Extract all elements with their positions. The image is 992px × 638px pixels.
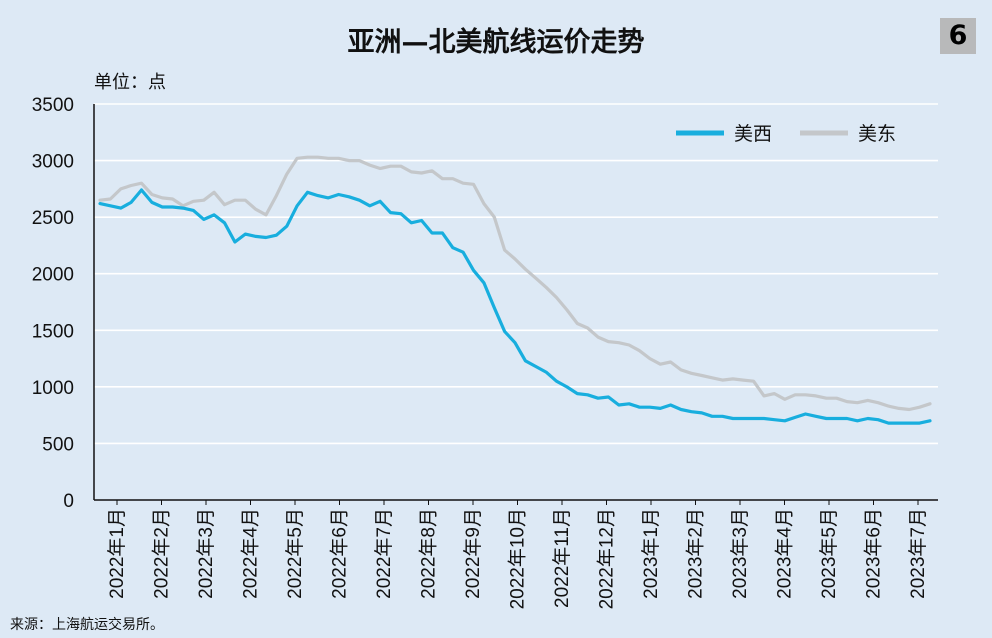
grid-lines — [94, 103, 938, 445]
x-tick-label: 2022年1月 — [106, 508, 128, 599]
x-tick-label: 2022年10月 — [507, 508, 529, 609]
chart-title: 亚洲—北美航线运价走势 — [347, 27, 645, 58]
figure-number-badge: 6 — [940, 18, 976, 54]
x-tick-label: 2022年5月 — [284, 508, 306, 599]
y-tick-label: 0 — [63, 491, 74, 512]
x-tick-label: 2022年2月 — [151, 508, 173, 599]
x-tick-label: 2022年9月 — [462, 508, 484, 599]
x-tick-label: 2022年11月 — [551, 508, 573, 608]
x-tick-label: 2022年7月 — [373, 508, 395, 599]
x-tick-label: 2023年6月 — [863, 508, 885, 599]
x-tick-label: 2023年7月 — [907, 508, 929, 599]
y-tick-label: 1500 — [32, 321, 74, 342]
y-tick-label: 500 — [42, 434, 74, 455]
y-tick-label: 2500 — [32, 208, 74, 229]
x-axis-ticks: 2022年1月 2022年2月 2022年3月 2022年4月 2022年5月 2022年… — [106, 500, 929, 609]
x-tick-label: 2022年4月 — [240, 508, 262, 599]
series-line-west — [98, 188, 932, 425]
x-tick-label: 2023年1月 — [640, 508, 662, 599]
y-tick-label: 1000 — [32, 378, 74, 399]
y-tick-label: 3000 — [32, 152, 74, 173]
source-note: 来源：上海航运交易所。 — [10, 617, 164, 633]
y-tick-label: 3500 — [32, 95, 74, 116]
unit-label: 单位：点 — [94, 72, 166, 93]
legend-label: 美东 — [858, 123, 896, 145]
x-tick-label: 2022年8月 — [418, 508, 440, 599]
y-tick-label: 2000 — [32, 265, 74, 286]
legend: 美西 美东 — [676, 123, 896, 145]
y-axis-ticks: 0 500 1000 1500 2000 2500 3000 3500 — [32, 95, 74, 512]
series-line-east — [98, 155, 932, 412]
x-tick-label: 2023年5月 — [818, 508, 840, 599]
x-tick-label: 2023年4月 — [774, 508, 796, 599]
x-tick-label: 2023年2月 — [685, 508, 707, 599]
legend-label: 美西 — [734, 123, 772, 145]
x-tick-label: 2022年3月 — [195, 508, 217, 599]
x-tick-label: 2022年12月 — [596, 508, 618, 609]
series-group — [98, 155, 932, 425]
x-tick-label: 2022年6月 — [329, 508, 351, 599]
x-tick-label: 2023年3月 — [729, 508, 751, 599]
